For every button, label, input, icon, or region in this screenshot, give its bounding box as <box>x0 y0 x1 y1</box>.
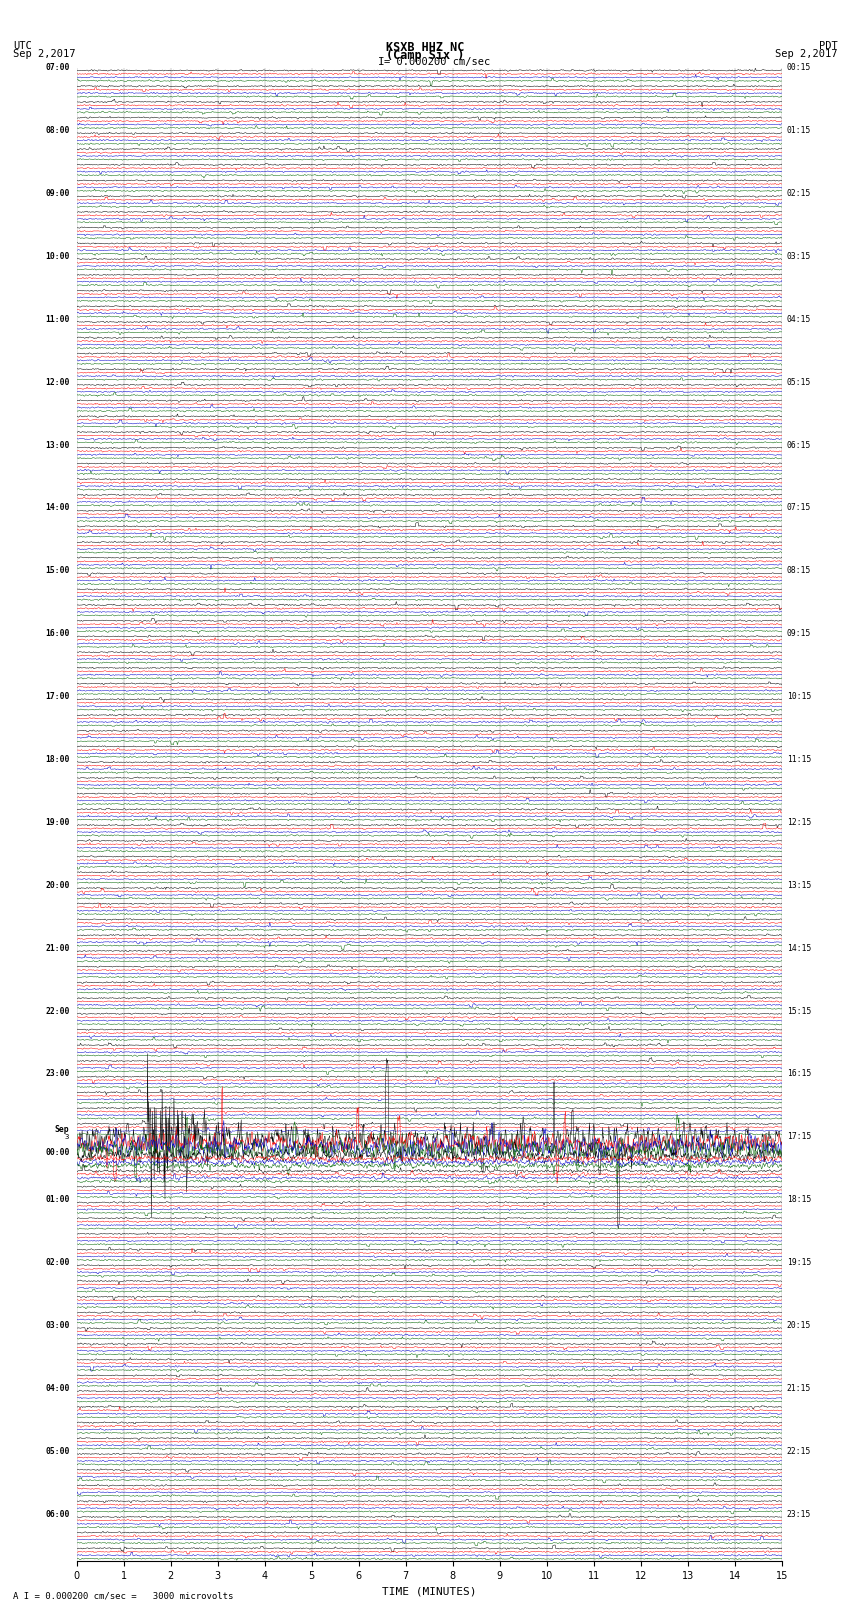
Text: KSXB HHZ NC: KSXB HHZ NC <box>386 40 464 55</box>
Text: 15:00: 15:00 <box>45 566 70 576</box>
Text: 13:15: 13:15 <box>787 881 811 890</box>
Text: 11:15: 11:15 <box>787 755 811 765</box>
Text: 00:00: 00:00 <box>45 1148 70 1157</box>
Text: 12:00: 12:00 <box>45 377 70 387</box>
Text: Sep 2,2017: Sep 2,2017 <box>774 50 837 60</box>
Text: 21:00: 21:00 <box>45 944 70 953</box>
Text: 02:00: 02:00 <box>45 1258 70 1268</box>
Text: 23:15: 23:15 <box>787 1510 811 1519</box>
Text: 07:15: 07:15 <box>787 503 811 513</box>
Text: 03:15: 03:15 <box>787 252 811 261</box>
Text: 08:15: 08:15 <box>787 566 811 576</box>
Text: 04:00: 04:00 <box>45 1384 70 1394</box>
Text: 19:00: 19:00 <box>45 818 70 827</box>
Text: I: I <box>378 58 385 68</box>
Text: = 0.000200 cm/sec: = 0.000200 cm/sec <box>384 58 490 68</box>
Text: 00:15: 00:15 <box>787 63 811 73</box>
Text: 17:00: 17:00 <box>45 692 70 702</box>
Text: 22:15: 22:15 <box>787 1447 811 1457</box>
Text: 13:00: 13:00 <box>45 440 70 450</box>
Text: 12:15: 12:15 <box>787 818 811 827</box>
Text: 16:00: 16:00 <box>45 629 70 639</box>
Text: 20:15: 20:15 <box>787 1321 811 1331</box>
Text: 16:15: 16:15 <box>787 1069 811 1079</box>
Text: 05:00: 05:00 <box>45 1447 70 1457</box>
Text: 06:15: 06:15 <box>787 440 811 450</box>
Text: 14:00: 14:00 <box>45 503 70 513</box>
Text: 06:00: 06:00 <box>45 1510 70 1519</box>
Text: Sep 2,2017: Sep 2,2017 <box>13 50 76 60</box>
Text: 02:15: 02:15 <box>787 189 811 198</box>
Text: 03:00: 03:00 <box>45 1321 70 1331</box>
Text: (Camp Six ): (Camp Six ) <box>386 50 464 63</box>
Text: Sep: Sep <box>54 1124 70 1134</box>
Text: 08:00: 08:00 <box>45 126 70 135</box>
Text: 01:00: 01:00 <box>45 1195 70 1205</box>
Text: UTC: UTC <box>13 40 31 52</box>
Text: 3: 3 <box>65 1134 70 1140</box>
Text: 14:15: 14:15 <box>787 944 811 953</box>
Text: 23:00: 23:00 <box>45 1069 70 1079</box>
Text: 11:00: 11:00 <box>45 315 70 324</box>
Text: 18:15: 18:15 <box>787 1195 811 1205</box>
Text: 20:00: 20:00 <box>45 881 70 890</box>
Text: 05:15: 05:15 <box>787 377 811 387</box>
Text: 17:15: 17:15 <box>787 1132 811 1142</box>
Text: 21:15: 21:15 <box>787 1384 811 1394</box>
Text: A I = 0.000200 cm/sec =   3000 microvolts: A I = 0.000200 cm/sec = 3000 microvolts <box>13 1590 233 1600</box>
Text: 18:00: 18:00 <box>45 755 70 765</box>
Text: 09:00: 09:00 <box>45 189 70 198</box>
X-axis label: TIME (MINUTES): TIME (MINUTES) <box>382 1587 477 1597</box>
Text: 10:00: 10:00 <box>45 252 70 261</box>
Text: 09:15: 09:15 <box>787 629 811 639</box>
Text: 22:00: 22:00 <box>45 1007 70 1016</box>
Text: 10:15: 10:15 <box>787 692 811 702</box>
Text: 04:15: 04:15 <box>787 315 811 324</box>
Text: PDT: PDT <box>819 40 837 52</box>
Text: 19:15: 19:15 <box>787 1258 811 1268</box>
Text: 01:15: 01:15 <box>787 126 811 135</box>
Text: 07:00: 07:00 <box>45 63 70 73</box>
Text: 15:15: 15:15 <box>787 1007 811 1016</box>
